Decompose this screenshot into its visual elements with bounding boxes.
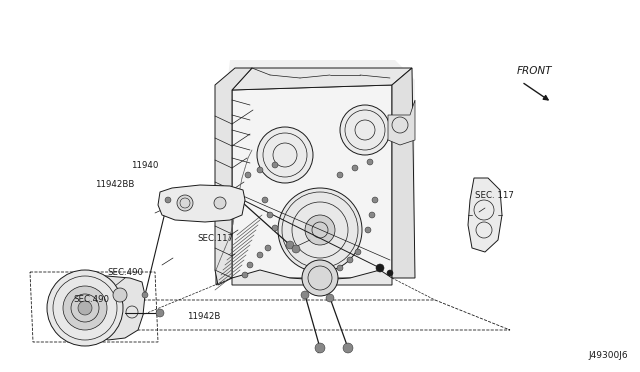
Circle shape [113,288,127,302]
Polygon shape [216,240,230,285]
Circle shape [245,172,251,178]
Polygon shape [215,60,415,285]
Circle shape [337,265,343,271]
Polygon shape [388,100,415,145]
Text: SEC. 117: SEC. 117 [475,191,514,200]
Circle shape [142,292,148,298]
Text: SEC.117: SEC.117 [197,234,233,243]
Circle shape [177,195,193,211]
Circle shape [315,343,325,353]
Text: 11942B: 11942B [187,312,220,321]
Polygon shape [90,275,145,340]
Circle shape [326,294,334,302]
Circle shape [272,162,278,168]
Text: 11940: 11940 [131,161,159,170]
Polygon shape [232,68,412,90]
Polygon shape [392,68,415,278]
Polygon shape [232,270,392,285]
Circle shape [267,212,273,218]
Circle shape [278,188,362,272]
Circle shape [63,286,107,330]
Text: SEC.490: SEC.490 [108,268,143,277]
Circle shape [247,262,253,268]
Text: SEC.490: SEC.490 [74,295,109,304]
Circle shape [369,212,375,218]
Circle shape [292,245,300,253]
Circle shape [301,291,309,299]
Circle shape [257,127,313,183]
Circle shape [337,172,343,178]
Polygon shape [232,85,392,278]
Circle shape [286,241,294,249]
Circle shape [262,197,268,203]
Circle shape [272,225,278,231]
Circle shape [78,301,92,315]
Circle shape [387,270,393,276]
Circle shape [343,343,353,353]
Circle shape [165,197,171,203]
Circle shape [365,227,371,233]
Polygon shape [215,68,252,285]
Circle shape [340,105,390,155]
Circle shape [47,270,123,346]
Circle shape [257,167,263,173]
Polygon shape [468,178,502,252]
Circle shape [242,272,248,278]
Circle shape [156,309,164,317]
Circle shape [257,252,263,258]
Circle shape [372,197,378,203]
Text: 11942BB: 11942BB [95,180,134,189]
Circle shape [352,165,358,171]
Circle shape [327,272,333,278]
Circle shape [376,264,384,272]
Circle shape [302,260,338,296]
Text: J49300J6: J49300J6 [588,351,628,360]
Circle shape [367,159,373,165]
Text: FRONT: FRONT [516,66,552,76]
Circle shape [265,245,271,251]
Circle shape [347,257,353,263]
Circle shape [305,215,335,245]
Circle shape [214,197,226,209]
Circle shape [355,249,361,255]
Polygon shape [158,185,245,222]
